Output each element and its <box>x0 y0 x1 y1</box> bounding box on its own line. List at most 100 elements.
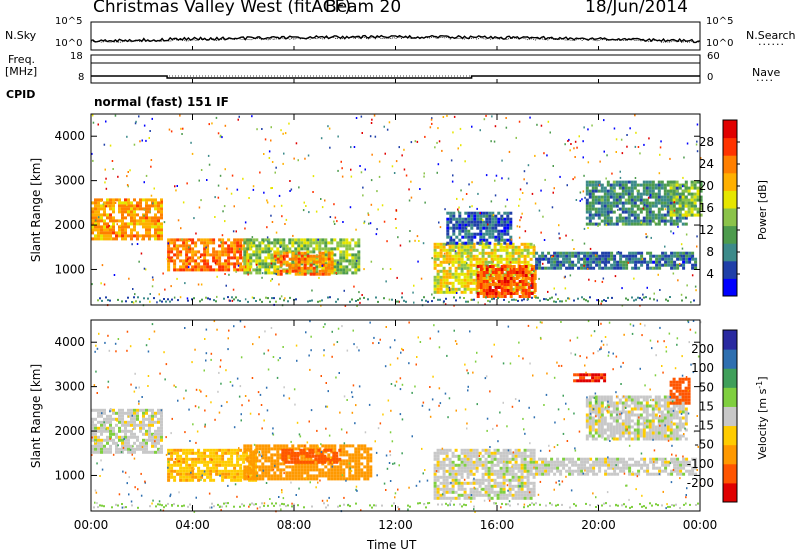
heatmap-cell <box>464 232 468 236</box>
heatmap-cell <box>559 469 563 473</box>
heatmap-cell <box>351 259 355 263</box>
heatmap-cell <box>448 469 452 473</box>
heatmap-cell <box>349 206 352 209</box>
heatmap-cell <box>592 469 596 473</box>
heatmap-cell <box>458 232 462 236</box>
heatmap-cell <box>597 210 601 214</box>
heatmap-cell <box>433 296 435 299</box>
heatmap-cell <box>479 283 483 286</box>
heatmap-cell <box>224 253 228 257</box>
heatmap-cell <box>359 165 361 167</box>
heatmap-cell <box>191 256 195 260</box>
heatmap-cell <box>520 216 522 219</box>
heatmap-cell <box>200 460 204 464</box>
heatmap-cell <box>344 304 347 307</box>
heatmap-cell <box>681 189 685 193</box>
heatmap-cell <box>118 408 121 412</box>
heatmap-cell <box>449 217 453 221</box>
heatmap-cell <box>642 204 646 208</box>
heatmap-cell <box>177 299 179 302</box>
heatmap-cell <box>469 490 473 494</box>
heatmap-cell <box>179 475 183 479</box>
heatmap-cell <box>436 454 440 458</box>
heatmap-cell <box>599 160 601 163</box>
heatmap-cell <box>312 266 316 270</box>
heatmap-cell <box>369 468 373 472</box>
heatmap-cell <box>484 478 488 482</box>
heatmap-cell <box>669 183 673 187</box>
heatmap-cell <box>360 468 364 472</box>
heatmap-cell <box>454 272 458 276</box>
heatmap-cell <box>469 245 473 249</box>
heatmap-cell <box>197 475 201 479</box>
heatmap-cell <box>194 460 198 464</box>
heatmap-cell <box>126 184 129 186</box>
heatmap-cell <box>291 266 295 270</box>
heatmap-cell <box>648 183 652 187</box>
heatmap-cell <box>511 260 515 264</box>
heatmap-cell <box>526 496 530 500</box>
heatmap-cell <box>450 159 453 162</box>
heatmap-cell <box>141 238 143 241</box>
heatmap-cell <box>640 254 644 258</box>
heatmap-cell <box>318 263 322 267</box>
heatmap-cell <box>595 263 599 267</box>
heatmap-cell <box>224 460 228 464</box>
heatmap-cell <box>585 201 589 205</box>
heatmap-cell <box>452 238 456 242</box>
heatmap-cell <box>215 454 219 458</box>
heatmap-cell <box>160 225 163 229</box>
heatmap-cell <box>577 457 581 461</box>
heatmap-cell <box>118 231 121 235</box>
heatmap-cell <box>139 426 142 430</box>
heatmap-cell <box>291 244 295 248</box>
heatmap-cell <box>571 469 575 473</box>
heatmap-cell <box>188 244 192 248</box>
heatmap-cell <box>690 192 694 196</box>
heatmap-cell <box>218 472 222 476</box>
heatmap-cell <box>363 450 367 454</box>
heatmap-cell <box>276 450 280 454</box>
heatmap-cell <box>246 468 250 472</box>
heatmap-cell <box>558 232 560 235</box>
heatmap-cell <box>463 463 467 467</box>
heatmap-cell <box>448 490 452 494</box>
heatmap-cell <box>258 271 262 275</box>
heatmap-cell <box>476 295 480 298</box>
heatmap-cell <box>243 447 247 451</box>
heatmap-cell <box>681 198 685 202</box>
heatmap-cell <box>520 466 524 470</box>
heatmap-cell <box>609 195 613 199</box>
heatmap-cell <box>624 186 628 190</box>
heatmap-cell <box>482 289 486 292</box>
heatmap-cell <box>506 211 510 215</box>
heatmap-cell <box>309 474 313 478</box>
heatmap-cell <box>553 287 555 290</box>
heatmap-cell <box>463 263 467 267</box>
heatmap-cell <box>275 273 278 276</box>
heatmap-cell <box>140 252 143 255</box>
heatmap-cell <box>661 263 665 267</box>
heatmap-cell <box>463 281 467 285</box>
heatmap-cell <box>661 251 665 255</box>
heatmap-cell <box>497 241 501 245</box>
heatmap-cell <box>252 185 255 188</box>
heatmap-cell <box>636 198 640 202</box>
heatmap-cell <box>439 226 442 229</box>
heatmap-cell <box>526 460 530 464</box>
heatmap-cell <box>206 448 210 452</box>
heatmap-cell <box>442 260 446 264</box>
heatmap-cell <box>607 254 611 258</box>
heatmap-cell <box>94 216 97 220</box>
heatmap-cell <box>540 231 542 234</box>
heatmap-cell <box>197 268 201 272</box>
heatmap-cell <box>315 272 319 276</box>
heatmap-cell <box>597 195 601 199</box>
heatmap-cell <box>226 187 228 190</box>
heatmap-cell <box>499 460 503 464</box>
heatmap-cell <box>526 263 530 267</box>
heatmap-cell <box>523 466 527 470</box>
heatmap-cell <box>136 408 139 412</box>
heatmap-cell <box>243 271 247 275</box>
heatmap-cell <box>132 288 134 290</box>
